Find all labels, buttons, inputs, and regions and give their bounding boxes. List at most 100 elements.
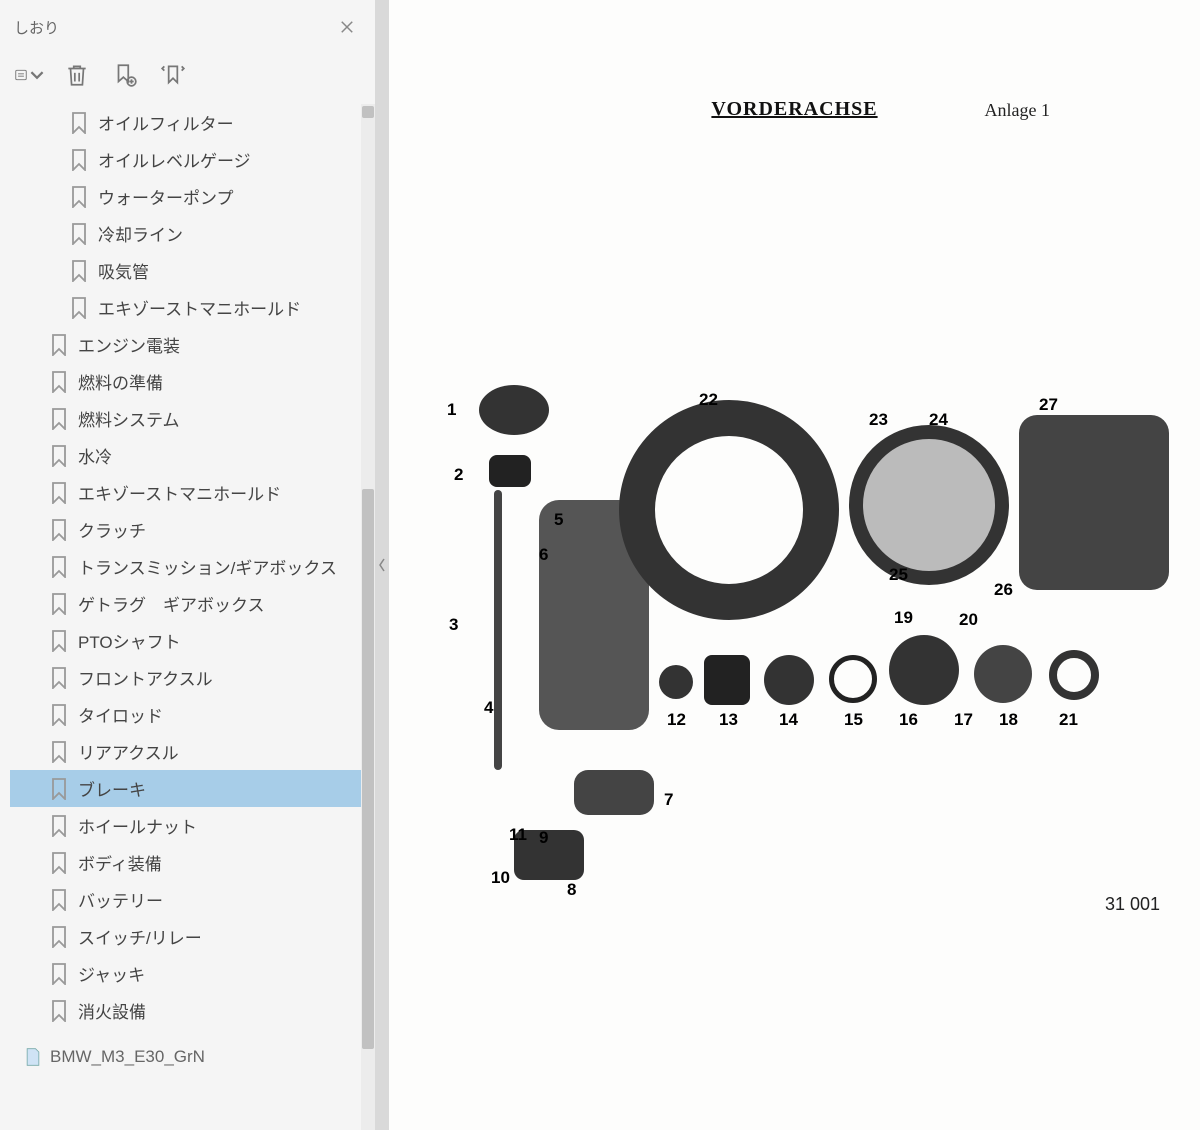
part-label-9: 9 <box>539 828 548 848</box>
part-label-22: 22 <box>699 390 718 410</box>
bookmark-icon <box>50 852 68 874</box>
bookmark-item[interactable]: ボディ装備 <box>10 844 367 881</box>
bookmark-item[interactable]: ブレーキ <box>10 770 367 807</box>
bookmark-expand-icon <box>160 62 186 88</box>
part-label-16: 16 <box>899 710 918 730</box>
scrollbar-track[interactable] <box>361 104 375 1130</box>
part-label-6: 6 <box>539 545 548 565</box>
part-label-21: 21 <box>1059 710 1078 730</box>
delete-bookmark-button[interactable] <box>62 60 92 90</box>
bookmark-icon <box>50 630 68 652</box>
expand-bookmark-button[interactable] <box>158 60 188 90</box>
bookmark-item[interactable]: 燃料システム <box>10 400 367 437</box>
part-label-8: 8 <box>567 880 576 900</box>
pane-splitter[interactable] <box>375 0 389 1130</box>
bookmark-item[interactable]: 水冷 <box>10 437 367 474</box>
bookmark-item[interactable]: PTOシャフト <box>10 622 367 659</box>
bookmark-label: タイロッド <box>78 702 163 727</box>
bookmark-item[interactable]: クラッチ <box>10 511 367 548</box>
bookmark-item[interactable]: 吸気管 <box>10 252 367 289</box>
bookmark-item[interactable]: ホイールナット <box>10 807 367 844</box>
bookmark-item[interactable]: フロントアクスル <box>10 659 367 696</box>
bookmark-add-icon <box>112 62 138 88</box>
part-label-17: 17 <box>954 710 973 730</box>
bookmark-icon <box>70 223 88 245</box>
bookmark-icon <box>70 260 88 282</box>
part-label-11: 11 <box>509 825 527 845</box>
bookmark-label: 吸気管 <box>98 258 149 283</box>
bookmark-item[interactable]: トランスミッション/ギアボックス <box>10 548 367 585</box>
part-label-2: 2 <box>454 465 463 485</box>
bookmark-icon <box>70 112 88 134</box>
part-label-20: 20 <box>959 610 978 630</box>
bookmark-label: ボディ装備 <box>78 850 162 875</box>
sidebar-header: しおり <box>0 0 375 50</box>
document-viewport[interactable]: VORDERACHSE Anlage 1 31 001 <box>389 0 1200 1130</box>
bookmark-label: トランスミッション/ギアボックス <box>78 554 337 579</box>
bookmark-label: 冷却ライン <box>98 221 183 246</box>
part-label-25: 25 <box>889 565 908 585</box>
part-label-19: 19 <box>894 608 913 628</box>
part-label-18: 18 <box>999 710 1018 730</box>
bookmarks-sidebar: しおり <box>0 0 375 1130</box>
scroll-up-arrow[interactable] <box>362 106 374 118</box>
bookmark-item[interactable]: オイルフィルター <box>10 104 367 141</box>
bookmark-label: エキゾーストマニホールド <box>98 295 301 320</box>
bookmark-toolbar <box>0 50 375 104</box>
bookmark-tree[interactable]: オイルフィルターオイルレベルゲージウォーターポンプ冷却ライン吸気管エキゾーストマ… <box>0 104 375 1130</box>
bookmark-icon <box>50 815 68 837</box>
part-label-13: 13 <box>719 710 738 730</box>
bookmark-item[interactable]: エンジン電装 <box>10 326 367 363</box>
bookmark-item[interactable]: バッテリー <box>10 881 367 918</box>
bookmark-icon <box>50 408 68 430</box>
part-label-12: 12 <box>667 710 686 730</box>
bookmark-icon <box>50 445 68 467</box>
bookmark-item[interactable]: 消火設備 <box>10 992 367 1029</box>
bookmark-icon <box>50 926 68 948</box>
add-bookmark-button[interactable] <box>110 60 140 90</box>
bookmark-label: 消火設備 <box>78 998 146 1023</box>
chevron-down-icon <box>30 62 44 88</box>
part-label-10: 10 <box>491 868 510 888</box>
bookmark-item[interactable]: エキゾーストマニホールド <box>10 474 367 511</box>
trash-icon <box>64 62 90 88</box>
bookmark-icon <box>50 704 68 726</box>
annex-label: Anlage 1 <box>985 100 1050 121</box>
part-label-24: 24 <box>929 410 948 430</box>
bookmark-icon <box>50 556 68 578</box>
bookmark-item[interactable]: ジャッキ <box>10 955 367 992</box>
outline-options-button[interactable] <box>14 60 44 90</box>
close-sidebar-button[interactable] <box>333 13 361 41</box>
part-label-1: 1 <box>447 400 456 420</box>
bookmark-item[interactable]: 燃料の準備 <box>10 363 367 400</box>
bookmark-label: クラッチ <box>78 517 146 542</box>
bookmark-item[interactable]: スイッチ/リレー <box>10 918 367 955</box>
bookmark-label: ゲトラグ ギアボックス <box>78 591 265 616</box>
bookmark-label: 水冷 <box>78 443 112 468</box>
document-icon <box>24 1047 42 1067</box>
bookmark-item[interactable]: オイルレベルゲージ <box>10 141 367 178</box>
bookmark-item[interactable]: リアアクスル <box>10 733 367 770</box>
bookmark-icon <box>50 741 68 763</box>
bookmark-item[interactable]: ウォーターポンプ <box>10 178 367 215</box>
bookmark-icon <box>50 1000 68 1022</box>
part-label-5: 5 <box>554 510 563 530</box>
document-page: VORDERACHSE Anlage 1 31 001 <box>389 0 1200 1130</box>
parts-diagram: 1 2 3 4 5 6 7 8 9 10 11 12 13 14 15 16 1… <box>419 370 1179 930</box>
file-entry[interactable]: BMW_M3_E30_GrN <box>0 1039 367 1069</box>
scrollbar-thumb[interactable] <box>362 489 374 1049</box>
bookmark-icon <box>70 186 88 208</box>
bookmark-item[interactable]: ゲトラグ ギアボックス <box>10 585 367 622</box>
bookmark-icon <box>50 593 68 615</box>
bookmark-icon <box>50 482 68 504</box>
bookmark-item[interactable]: 冷却ライン <box>10 215 367 252</box>
file-name: BMW_M3_E30_GrN <box>50 1047 205 1067</box>
bookmark-label: フロントアクスル <box>78 665 213 690</box>
part-label-23: 23 <box>869 410 888 430</box>
list-icon <box>14 62 28 88</box>
bookmark-icon <box>50 519 68 541</box>
bookmark-item[interactable]: タイロッド <box>10 696 367 733</box>
bookmark-item[interactable]: エキゾーストマニホールド <box>10 289 367 326</box>
bookmark-label: 燃料システム <box>78 406 180 431</box>
bookmark-label: PTOシャフト <box>78 628 181 653</box>
